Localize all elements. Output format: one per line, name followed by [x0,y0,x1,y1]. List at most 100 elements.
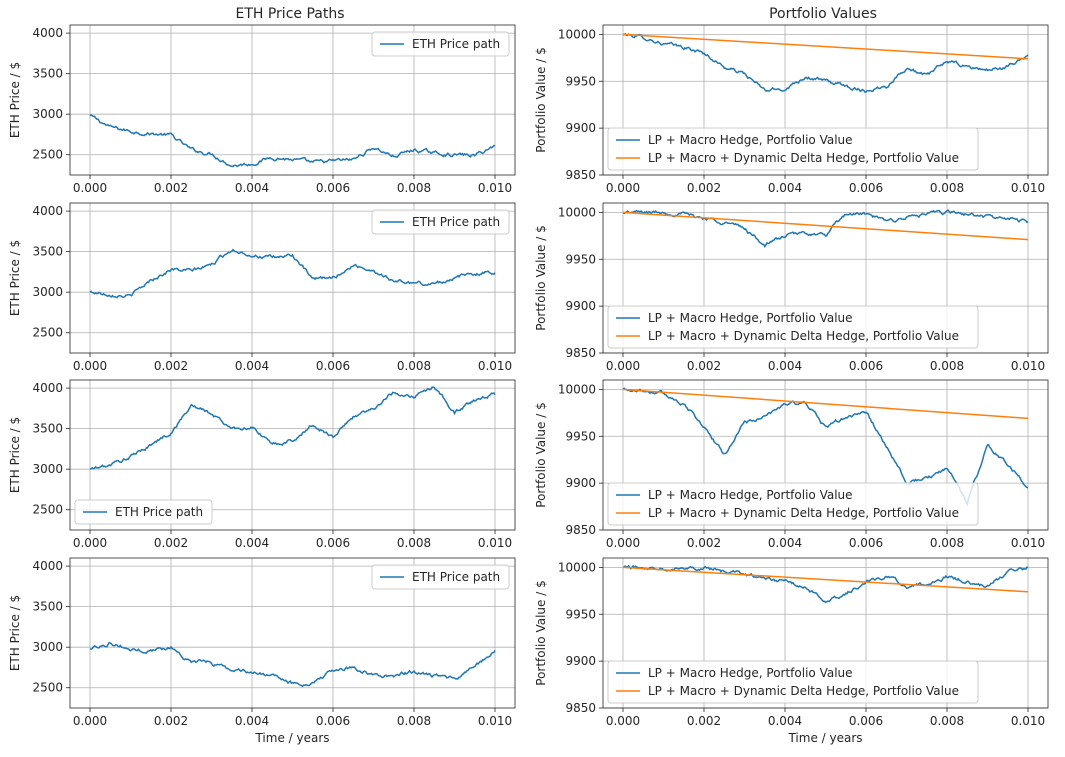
legend: ETH Price path [74,499,213,525]
x-tick-label: 0.004 [768,536,802,550]
x-tick-label: 0.000 [606,536,640,550]
x-tick-label: 0.000 [73,359,107,373]
legend-label: ETH Price path [412,37,500,51]
y-axis-label: Portfolio Value / $ [534,47,548,152]
right-column-title: Portfolio Values [769,6,877,22]
chart-panel-eth-1: 0.000 0.002 0.004 0.006 0.008 0.010 2500 3000 35… [8,24,516,195]
y-axis-label: ETH Price / $ [8,595,22,671]
plot-frame [602,379,1049,531]
y-axis-label: Portfolio Value / $ [534,402,548,507]
legend: LP + Macro Hedge, Portfolio Value LP + Ma… [607,482,979,526]
x-tick-label: 0.000 [73,181,107,195]
x-tick-label: 0.002 [154,714,188,728]
plot-frame [602,202,1049,354]
x-tick-label: 0.004 [235,181,269,195]
legend-box [607,305,979,349]
plot-frame [602,557,1049,709]
x-tick-label: 0.004 [768,714,802,728]
legend: ETH Price path [371,209,510,235]
y-tick-label: 3000 [32,640,63,654]
legend-label: LP + Macro + Dynamic Delta Hedge, Portfo… [648,329,959,343]
x-tick-label: 0.008 [930,536,964,550]
legend: LP + Macro Hedge, Portfolio Value LP + Ma… [607,305,979,349]
legend-label: LP + Macro + Dynamic Delta Hedge, Portfo… [648,151,959,165]
y-axis-label: ETH Price / $ [8,240,22,316]
x-tick-label: 0.010 [1011,181,1045,195]
x-tick-label: 0.004 [235,536,269,550]
legend: ETH Price path [371,564,510,590]
y-axis-label: Portfolio Value / $ [534,580,548,685]
x-tick-label: 0.006 [316,359,350,373]
series-line-primary [89,641,496,688]
x-tick-label: 0.010 [478,714,512,728]
y-tick-label: 4000 [32,381,63,395]
x-tick-label: 0.000 [73,536,107,550]
y-tick-label: 3000 [32,107,63,121]
x-tick-label: 0.010 [1011,714,1045,728]
x-tick-label: 0.002 [154,181,188,195]
legend: ETH Price path [371,31,510,57]
legend-box [371,564,510,590]
series-line-secondary [622,388,1029,420]
x-tick-label: 0.008 [397,536,431,550]
left-column-title: ETH Price Paths [235,6,344,22]
legend-label: LP + Macro Hedge, Portfolio Value [648,311,853,325]
chart-panel-pv-1: 0.000 0.002 0.004 0.006 0.008 0.010 9850 9900 99… [534,24,1049,195]
y-tick-label: 3500 [32,67,63,81]
y-tick-label: 9900 [565,476,596,490]
x-tick-label: 0.006 [849,714,883,728]
y-tick-label: 3500 [32,422,63,436]
x-tick-label: 0.006 [849,536,883,550]
y-tick-label: 3000 [32,462,63,476]
x-tick-label: 0.010 [478,181,512,195]
legend-label: LP + Macro Hedge, Portfolio Value [648,133,853,147]
plot-frame [69,202,516,354]
plot-frame [69,24,516,176]
x-tick-label: 0.010 [1011,536,1045,550]
panels: 0.000 0.002 0.004 0.006 0.008 0.010 2500 3000 35… [8,24,1049,745]
plot-frame [69,379,516,531]
x-tick-label: 0.008 [930,359,964,373]
y-tick-label: 3000 [32,285,63,299]
y-axis-label: ETH Price / $ [8,62,22,138]
x-tick-label: 0.008 [397,714,431,728]
x-tick-label: 0.006 [316,181,350,195]
x-tick-label: 0.004 [768,359,802,373]
y-tick-label: 9850 [565,701,596,715]
legend-label: ETH Price path [412,215,500,229]
legend: LP + Macro Hedge, Portfolio Value LP + Ma… [607,660,979,704]
x-tick-label: 0.002 [154,536,188,550]
y-tick-label: 9950 [565,252,596,266]
y-tick-label: 9850 [565,168,596,182]
series-line-secondary [622,211,1029,241]
x-tick-label: 0.010 [478,536,512,550]
y-tick-label: 4000 [32,26,63,40]
y-tick-label: 2500 [32,326,63,340]
legend-box [371,31,510,57]
series-line-primary [89,113,496,168]
y-tick-label: 4000 [32,204,63,218]
x-tick-label: 0.008 [930,714,964,728]
y-tick-label: 4000 [32,559,63,573]
x-axis-label: Time / years [254,731,329,745]
y-tick-label: 9950 [565,74,596,88]
y-tick-label: 9900 [565,121,596,135]
y-tick-label: 9900 [565,654,596,668]
y-tick-label: 3500 [32,245,63,259]
legend-box [607,660,979,704]
chart-panel-eth-4: 0.000 0.002 0.004 0.006 0.008 0.010 2500 3000 35… [8,557,516,745]
x-tick-label: 0.008 [930,181,964,195]
y-tick-label: 3500 [32,600,63,614]
y-tick-label: 2500 [32,148,63,162]
x-axis-label: Time / years [787,731,862,745]
y-tick-label: 2500 [32,681,63,695]
x-tick-label: 0.004 [768,181,802,195]
legend-label: LP + Macro Hedge, Portfolio Value [648,666,853,680]
x-tick-label: 0.000 [73,714,107,728]
x-tick-label: 0.000 [606,714,640,728]
chart-panel-eth-3: 0.000 0.002 0.004 0.006 0.008 0.010 2500 3000 35… [8,379,516,550]
x-tick-label: 0.006 [849,359,883,373]
x-tick-label: 0.010 [478,359,512,373]
x-tick-label: 0.002 [687,359,721,373]
